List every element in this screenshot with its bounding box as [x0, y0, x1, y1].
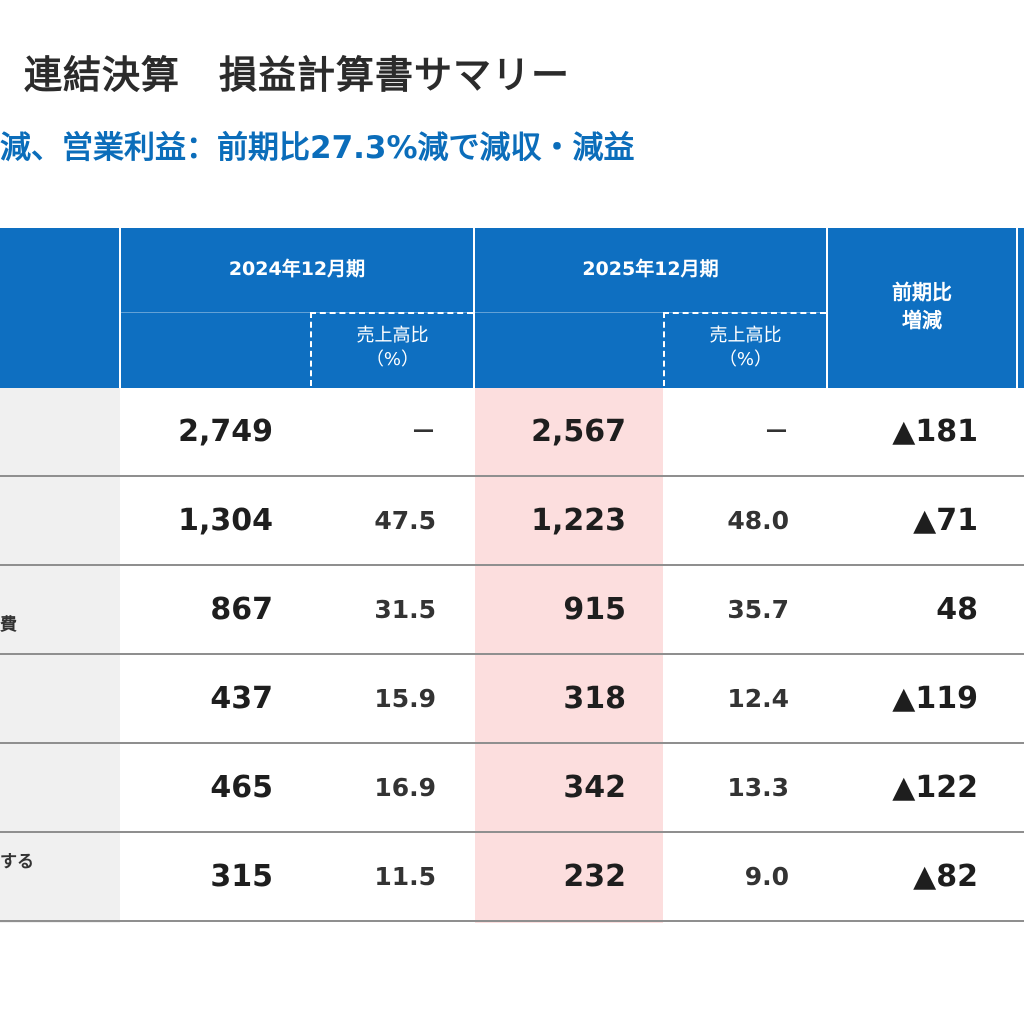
row-separator — [0, 920, 1024, 922]
header-ratio-2025: 売上高比 （%） — [665, 324, 826, 372]
row-separator — [0, 831, 1024, 833]
table-row: 465 16.9 342 13.3 ▲122 — [0, 744, 1024, 833]
ratio-dashed-divider — [663, 312, 665, 386]
highlight-column-2025 — [475, 388, 663, 923]
header-divider — [1016, 228, 1018, 388]
ratio-2025: 9.0 — [744, 862, 789, 891]
header-period-2025: 2025年12月期 — [582, 258, 719, 280]
value-2024: 2,749 — [178, 414, 273, 449]
value-2025: 232 — [563, 859, 626, 894]
table-row: 1,304 47.5 1,223 48.0 ▲71 — [0, 477, 1024, 566]
ratio-2025: 12.4 — [727, 684, 789, 713]
value-2025: 342 — [563, 770, 626, 805]
diff-value: 48 — [936, 592, 978, 627]
row-separator — [0, 475, 1024, 477]
header-diff: 前期比 増減 — [828, 278, 1016, 334]
ratio-2025: 48.0 — [727, 506, 789, 535]
value-2025: 915 — [563, 592, 626, 627]
ratio-2024: 15.9 — [374, 684, 436, 713]
row-separator — [0, 742, 1024, 744]
value-2024: 867 — [210, 592, 273, 627]
page-subtitle: 減、営業利益：前期比27.3%減で減収・減益 — [0, 130, 635, 166]
row-label: 費 — [0, 615, 17, 635]
table-row: する 315 11.5 232 9.0 ▲82 — [0, 833, 1024, 922]
label-column-bg — [0, 388, 120, 923]
ratio-2025: 35.7 — [727, 595, 789, 624]
header-ratio-unit: （%） — [365, 349, 420, 370]
ratio-dashed-top — [663, 312, 826, 314]
value-2024: 1,304 — [178, 503, 273, 538]
header-diff-line2: 増減 — [902, 308, 942, 332]
diff-value: ▲122 — [892, 770, 978, 805]
header-ratio-2024: 売上高比 （%） — [312, 324, 473, 372]
row-separator — [0, 653, 1024, 655]
value-2025: 318 — [563, 681, 626, 716]
row-label: する — [0, 852, 34, 872]
header-subdivider — [475, 312, 826, 313]
ratio-2024: 31.5 — [374, 595, 436, 624]
header-diff-line1: 前期比 — [892, 280, 952, 304]
diff-value: ▲181 — [892, 414, 978, 449]
value-2025: 2,567 — [531, 414, 626, 449]
diff-value: ▲119 — [892, 681, 978, 716]
header-divider — [119, 228, 121, 388]
table-row: 437 15.9 318 12.4 ▲119 — [0, 655, 1024, 744]
header-divider — [826, 228, 828, 388]
value-2024: 315 — [210, 859, 273, 894]
row-separator — [0, 564, 1024, 566]
table-header: 2024年12月期 2025年12月期 売上高比 （%） 売上高比 （%） 前期… — [0, 228, 1024, 388]
header-ratio-unit: （%） — [718, 349, 773, 370]
table-row: 費 867 31.5 915 35.7 48 — [0, 566, 1024, 655]
header-divider — [473, 228, 475, 388]
header-subdivider — [121, 312, 473, 313]
ratio-dashed-top — [310, 312, 473, 314]
value-2024: 437 — [210, 681, 273, 716]
header-period-2024: 2024年12月期 — [228, 258, 366, 280]
value-2024: 465 — [210, 770, 273, 805]
ratio-2025: 13.3 — [727, 773, 789, 802]
diff-value: ▲71 — [913, 503, 978, 538]
ratio-2024: － — [410, 417, 436, 446]
page-title: 連結決算 損益計算書サマリー — [24, 53, 571, 97]
header-ratio-label: 売上高比 — [709, 325, 782, 346]
ratio-dashed-divider — [310, 312, 312, 386]
ratio-2025: － — [763, 417, 789, 446]
diff-value: ▲82 — [913, 859, 978, 894]
table-row: 2,749 － 2,567 － ▲181 — [0, 388, 1024, 477]
ratio-2024: 16.9 — [374, 773, 436, 802]
header-ratio-label: 売上高比 — [356, 325, 429, 346]
ratio-2024: 11.5 — [374, 862, 436, 891]
value-2025: 1,223 — [531, 503, 626, 538]
ratio-2024: 47.5 — [374, 506, 436, 535]
